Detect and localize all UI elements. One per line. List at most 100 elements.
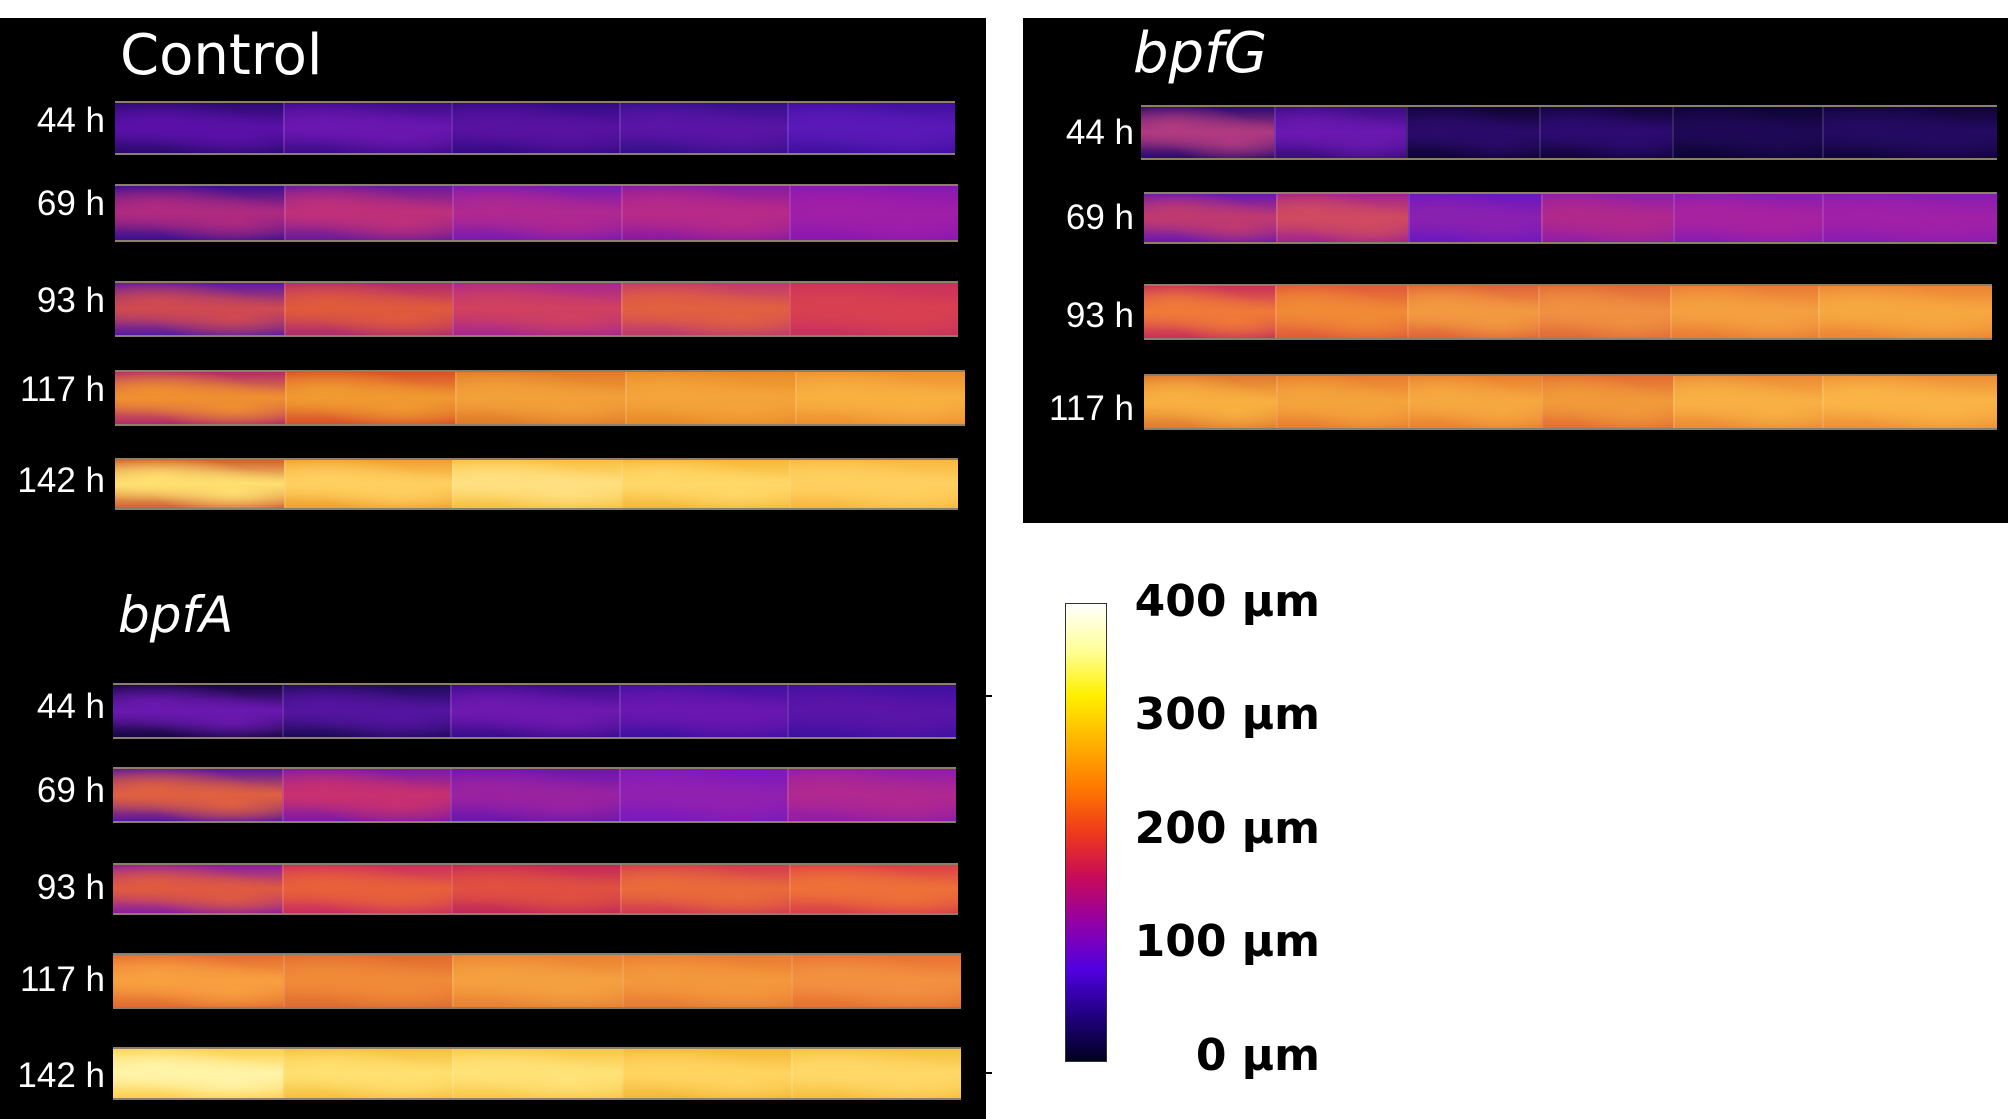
time-label-control-5: 142 h <box>17 461 105 500</box>
time-label-bpfa-2: 69 h <box>36 771 105 810</box>
segment-divider <box>620 283 623 335</box>
strip-segment <box>1408 376 1541 428</box>
strip-segment <box>452 283 621 335</box>
segment-divider <box>618 685 621 737</box>
strip-segment <box>1144 376 1277 428</box>
segment-divider <box>450 769 453 821</box>
biofilm-strip-bpfa-5 <box>113 1047 961 1100</box>
segment-divider <box>452 955 455 1007</box>
biofilm-strip-bpfg-2 <box>1144 192 1997 244</box>
segment-divider <box>1408 376 1411 428</box>
strip-segment <box>1276 194 1409 242</box>
segment-divider <box>620 186 623 240</box>
strip-segment <box>1538 286 1670 338</box>
segment-divider <box>455 372 457 424</box>
time-label-bpfa-4: 117 h <box>20 960 105 999</box>
strip-segment <box>1540 194 1673 242</box>
strip-segment <box>115 103 283 153</box>
height-colorbar <box>1065 603 1107 1062</box>
segment-divider <box>1276 376 1279 428</box>
strip-segment <box>1144 286 1276 338</box>
strip-segment <box>795 372 965 424</box>
biofilm-strip-bpfa-3 <box>113 863 958 915</box>
segment-divider <box>621 1049 624 1098</box>
segment-divider <box>789 460 792 508</box>
strip-segment <box>1818 286 1992 338</box>
strip-segment <box>620 283 790 335</box>
strip-segment <box>283 103 451 153</box>
strip-segment <box>115 186 284 240</box>
segment-divider <box>1406 107 1409 158</box>
strip-segment <box>283 283 453 335</box>
segment-divider <box>787 685 790 737</box>
time-label-control-1: 44 h <box>36 101 105 140</box>
segment-divider <box>791 955 794 1007</box>
strip-segment <box>451 103 619 153</box>
segment-divider <box>619 103 621 153</box>
segment-divider <box>625 372 627 424</box>
strip-segment <box>451 865 620 913</box>
strip-segment <box>1275 286 1407 338</box>
segment-divider <box>283 103 285 153</box>
strip-segment <box>281 685 451 737</box>
segment-divider <box>787 103 789 153</box>
strip-segment <box>1141 107 1274 158</box>
colorbar-label-200: 200 µm <box>1134 803 1320 854</box>
bpfa-title: bpfA <box>118 586 234 644</box>
strip-segment <box>115 283 284 335</box>
strip-segment <box>1822 376 1997 428</box>
time-label-bpfa-5: 142 h <box>17 1056 105 1095</box>
strip-segment <box>1273 107 1407 158</box>
strip-segment <box>1672 194 1823 242</box>
segment-divider <box>1538 286 1541 338</box>
time-label-control-3: 93 h <box>36 281 105 320</box>
biofilm-strip-bpfg-1 <box>1141 105 1997 160</box>
segment-divider <box>452 1049 455 1098</box>
strip-segment <box>115 460 284 508</box>
strip-segment <box>281 769 451 821</box>
segment-divider <box>1540 376 1543 428</box>
segment-divider <box>1818 286 1821 338</box>
segment-divider <box>283 186 286 240</box>
segment-divider <box>621 955 624 1007</box>
colorbar-label-0: 0 µm <box>1195 1030 1320 1081</box>
strip-segment <box>452 1049 622 1098</box>
strip-segment <box>618 769 788 821</box>
strip-segment <box>618 685 788 737</box>
strip-segment <box>283 186 453 240</box>
segment-divider <box>1672 376 1675 428</box>
segment-divider <box>1408 194 1411 242</box>
strip-segment <box>282 955 453 1007</box>
segment-divider <box>451 865 453 913</box>
strip-segment <box>113 769 282 821</box>
time-label-bpfg-1: 44 h <box>1065 113 1134 152</box>
time-label-control-2: 69 h <box>36 184 105 223</box>
biofilm-strip-bpfg-4 <box>1144 374 1997 430</box>
strip-segment <box>113 1049 283 1098</box>
strip-segment <box>455 372 625 424</box>
strip-segment <box>1821 107 1997 158</box>
strip-segment <box>1144 194 1277 242</box>
strip-segment <box>1669 286 1819 338</box>
segment-divider <box>1539 107 1542 158</box>
segment-divider <box>618 769 621 821</box>
strip-segment <box>450 685 619 737</box>
segment-divider <box>1276 194 1279 242</box>
biofilm-strip-control-4 <box>115 370 965 426</box>
segment-divider <box>787 769 790 821</box>
tick-mark <box>986 695 992 697</box>
segment-divider <box>1822 376 1825 428</box>
segment-divider <box>285 372 287 424</box>
strip-segment <box>791 1049 961 1098</box>
segment-divider <box>452 283 455 335</box>
segment-divider <box>1821 107 1824 158</box>
segment-divider <box>283 283 286 335</box>
segment-divider <box>282 955 285 1007</box>
segment-divider <box>452 186 455 240</box>
biofilm-strip-control-2 <box>115 184 958 242</box>
strip-segment <box>1671 107 1822 158</box>
strip-segment <box>621 1049 792 1098</box>
biofilm-strip-control-1 <box>115 101 955 155</box>
strip-segment <box>282 1049 453 1098</box>
segment-divider <box>795 372 797 424</box>
